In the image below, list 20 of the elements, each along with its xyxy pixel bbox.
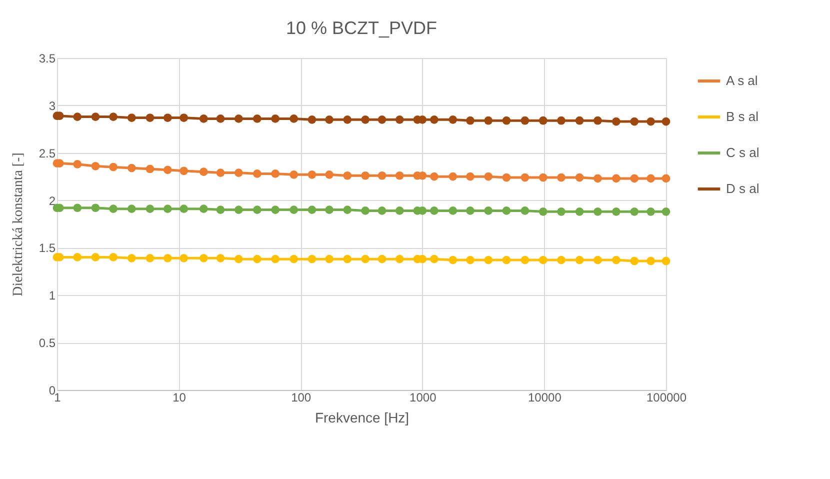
y-axis-title: Dielektrická konstanta [-] [10, 152, 26, 296]
x-tick-label: 1000 [410, 390, 437, 404]
legend-label: D s al [726, 181, 760, 196]
y-tick-label: 3 [48, 98, 56, 113]
y-tick-label: 1 [48, 288, 56, 303]
y-tick-label: 3.5 [38, 52, 56, 66]
chart-title: 10 % BCZT_PVDF [286, 18, 438, 38]
y-tick-label: 1.5 [38, 241, 56, 256]
legend-label: C s al [726, 145, 760, 160]
y-tick-label: 2 [48, 194, 56, 208]
x-tick-label: 100 [291, 390, 312, 404]
y-tick-label: 2.5 [38, 146, 56, 160]
y-tick-label: 0.5 [38, 336, 56, 350]
legend-label: A s al [726, 73, 758, 88]
x-tick-label: 10 [172, 390, 186, 404]
legend-label: B s al [726, 109, 759, 124]
x-tick-label: 10000 [528, 390, 562, 404]
y-tick-label: 0 [48, 384, 56, 398]
x-axis-title: Frekvence [Hz] [314, 410, 410, 426]
x-tick-label: 100000 [646, 390, 687, 404]
